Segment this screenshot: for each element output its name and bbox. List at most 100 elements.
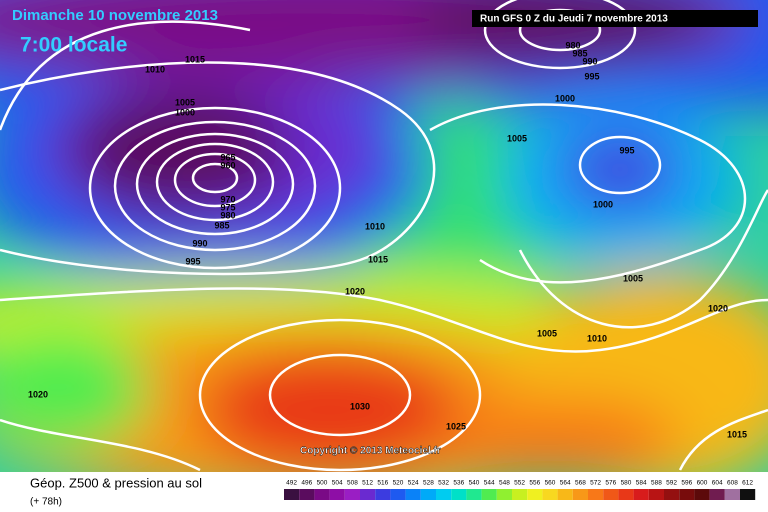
isobar-label: 1010: [145, 64, 165, 74]
scale-label: 580: [621, 480, 632, 487]
scale-label: 576: [605, 480, 616, 487]
scale-label: 564: [560, 480, 571, 487]
scale-label: 612: [742, 480, 753, 487]
scale-swatch: [420, 489, 436, 500]
copyright: Copyright © 2013 Meteociel.fr: [300, 446, 441, 457]
isobar-label: 1000: [175, 107, 195, 117]
scale-swatch: [542, 489, 558, 500]
isobar-label: 1010: [587, 333, 607, 343]
scale-label: 572: [590, 480, 601, 487]
scale-label: 524: [408, 480, 419, 487]
scale-label: 568: [575, 480, 586, 487]
scale-label: 504: [332, 480, 343, 487]
scale-swatch: [481, 489, 497, 500]
scale-label: 536: [453, 480, 464, 487]
scale-label: 500: [317, 480, 328, 487]
isobar-label: 1020: [708, 303, 728, 313]
isobar-label: 960: [220, 160, 235, 170]
isobar-label: 1005: [507, 133, 527, 143]
isobars: [0, 0, 768, 472]
scale-label: 600: [697, 480, 708, 487]
scale-label: 608: [727, 480, 738, 487]
scale-label: 540: [469, 480, 480, 487]
scale-swatch: [618, 489, 634, 500]
scale-swatch: [314, 489, 330, 500]
scale-swatch: [496, 489, 512, 500]
scale-label: 544: [484, 480, 495, 487]
scale-label: 596: [681, 480, 692, 487]
isobar-label: 1015: [727, 429, 747, 439]
isobar-label: 990: [192, 238, 207, 248]
isobar-label: 970: [220, 194, 235, 204]
isobar-label: 990: [582, 56, 597, 66]
scale-label: 592: [666, 480, 677, 487]
scale-swatch: [633, 489, 649, 500]
scale-swatch: [390, 489, 406, 500]
scale-swatch: [679, 489, 695, 500]
scale-swatch: [375, 489, 391, 500]
scale-swatch: [451, 489, 467, 500]
isobar-label: 1020: [28, 389, 48, 399]
isobar-label: 1005: [623, 273, 643, 283]
isobar-label: 985: [572, 48, 587, 58]
isobar-label: 1015: [185, 54, 205, 64]
scale-swatch: [588, 489, 604, 500]
isobar-label: 1025: [446, 421, 466, 431]
scale-label: 532: [438, 480, 449, 487]
date: Dimanche 10 novembre 2013: [12, 7, 218, 24]
isobar-label: 980: [220, 210, 235, 220]
isobar-label: 1020: [345, 286, 365, 296]
scale-swatch: [527, 489, 543, 500]
isobar-label: 1005: [537, 328, 557, 338]
scale-swatch: [664, 489, 680, 500]
scale-swatch: [648, 489, 664, 500]
isobar-label: 975: [220, 202, 235, 212]
isobar-label: 1010: [365, 221, 385, 231]
scale-swatch: [299, 489, 315, 500]
footer-title: Géop. Z500 & pression au sol: [30, 475, 202, 490]
scale-swatch: [572, 489, 588, 500]
isobar-label: 985: [214, 220, 229, 230]
scale-label: 492: [286, 480, 297, 487]
scale-swatch: [405, 489, 421, 500]
isobar-label: 995: [584, 71, 599, 81]
scale-swatch: [709, 489, 725, 500]
scale-label: 508: [347, 480, 358, 487]
isobar-label: 995: [185, 256, 200, 266]
scale-swatch: [740, 489, 756, 500]
scale-swatch: [603, 489, 619, 500]
run-info: Run GFS 0 Z du Jeudi 7 novembre 2013: [480, 14, 668, 25]
isobar-label: 995: [619, 145, 634, 155]
scale-swatch: [694, 489, 710, 500]
map-field: 1015101010051000965960970975980985990995…: [0, 0, 768, 472]
isobar-label: 965: [220, 152, 235, 162]
scale-swatch: [360, 489, 376, 500]
scale-swatch: [436, 489, 452, 500]
isobar-label: 1005: [175, 97, 195, 107]
scale-swatch: [284, 489, 300, 500]
scale-label: 556: [529, 480, 540, 487]
scale-swatch: [466, 489, 482, 500]
scale-label: 512: [362, 480, 373, 487]
isobar-label: 1015: [368, 254, 388, 264]
scale-label: 584: [636, 480, 647, 487]
scale-label: 496: [301, 480, 312, 487]
isobar-label: 980: [565, 40, 580, 50]
color-scale: 492 496 500 504 508 512 516 520 524 528 532 536 540 5…: [284, 480, 756, 500]
scale-label: 548: [499, 480, 510, 487]
isobar-label: 1030: [350, 401, 370, 411]
scale-label: 516: [377, 480, 388, 487]
scale-label: 604: [712, 480, 723, 487]
scale-swatch: [557, 489, 573, 500]
scale-label: 528: [423, 480, 434, 487]
isobar-label: 1000: [555, 93, 575, 103]
time: 7:00 locale: [20, 34, 127, 57]
footer-lead: (+ 78h): [30, 497, 62, 508]
scale-swatch: [329, 489, 345, 500]
isobar-label: 1000: [593, 199, 613, 209]
scale-swatch: [512, 489, 528, 500]
scale-label: 552: [514, 480, 525, 487]
scale-label: 588: [651, 480, 662, 487]
scale-label: 520: [393, 480, 404, 487]
